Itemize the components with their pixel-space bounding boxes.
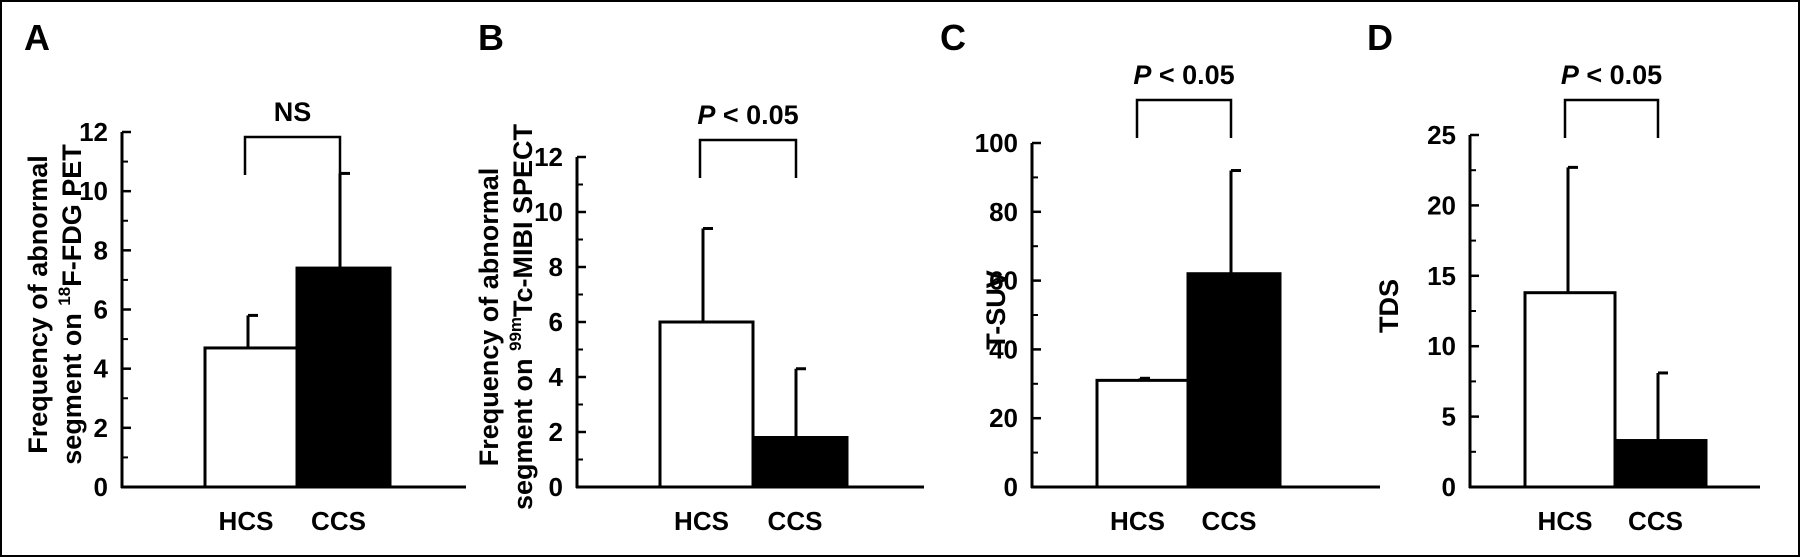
- y-tick-label: 6: [549, 307, 563, 337]
- y-tick-label: 25: [1427, 120, 1456, 150]
- y-tick-label: 10: [79, 176, 108, 206]
- bar-hcs: [1095, 378, 1190, 489]
- y-tick-label: 60: [989, 266, 1018, 296]
- bar-ccs: [295, 266, 392, 489]
- panel-letter: D: [1367, 17, 1393, 58]
- y-tick-label: 100: [975, 128, 1018, 158]
- significance-label: P < 0.05: [1561, 60, 1662, 90]
- bar-hcs: [658, 320, 755, 489]
- category-label-ccs: CCS: [311, 506, 366, 536]
- y-tick-label: 80: [989, 197, 1018, 227]
- category-label-ccs: CCS: [1628, 506, 1683, 536]
- significance-bracket: [1563, 98, 1660, 138]
- y-axis-label: TDS: [1374, 279, 1404, 333]
- y-axis-label-line2: segment on 18F-FDG PET: [55, 144, 87, 465]
- y-tick-label: 0: [1442, 472, 1456, 502]
- bar-ccs: [1186, 272, 1282, 489]
- y-tick-label: 20: [1427, 190, 1456, 220]
- y-tick-label: 6: [94, 295, 108, 325]
- panel-b: B 0 2 4 6 8 10 12 HCS CCS P < 0.05 Frequency of abn…: [474, 17, 924, 536]
- y-tick-label: 15: [1427, 261, 1456, 291]
- bar-hcs: [203, 346, 299, 489]
- significance-text: NS: [274, 97, 312, 127]
- significance-bracket: [698, 138, 798, 178]
- y-tick-label: 10: [534, 197, 563, 227]
- y-tick-label: 0: [549, 472, 563, 502]
- y-tick-label: 40: [989, 334, 1018, 364]
- panel-d: D 0 5 10 15 20 25 HCS CCS P < 0.05 TDS: [1367, 17, 1760, 536]
- category-label-ccs: CCS: [768, 506, 823, 536]
- y-tick-label: 20: [989, 403, 1018, 433]
- y-axis-label-text: F-FDG PET: [57, 144, 87, 287]
- y-tick-label: 8: [94, 235, 108, 265]
- y-axis-label-line1: Frequency of abnormal: [23, 155, 53, 454]
- panel-letter: A: [24, 17, 50, 58]
- bar-ccs: [1613, 439, 1708, 489]
- y-tick-label: 12: [534, 142, 563, 172]
- significance-bracket: [243, 135, 342, 175]
- y-axis-label-text: segment on: [57, 306, 87, 465]
- category-label-hcs: HCS: [1110, 506, 1165, 536]
- bar-ccs: [751, 436, 849, 489]
- significance-p-symbol: P: [1561, 60, 1580, 90]
- y-axis-label-superscript: 18: [55, 287, 74, 306]
- y-axis-label: T-SUV: [981, 270, 1011, 350]
- y-axis-label-text: Tc-MIBI SPECT: [508, 123, 538, 317]
- panel-c: C 0 20 40 60 80 100 HCS CCS P < 0.05 T-SUV: [940, 17, 1380, 536]
- panel-a: A 0 2 4 6 8 10 12 HCS CCS NS Frequency of abnormal s…: [23, 17, 466, 536]
- y-tick-label: 10: [1427, 331, 1456, 361]
- y-tick-label: 4: [549, 362, 564, 392]
- panel-letter: C: [940, 17, 966, 58]
- significance-text: < 0.05: [1579, 60, 1662, 90]
- significance-text: < 0.05: [1151, 60, 1234, 90]
- significance-p-symbol: P: [697, 100, 716, 130]
- y-tick-label: 8: [549, 252, 563, 282]
- significance-label: P < 0.05: [697, 100, 798, 130]
- y-tick-label: 12: [79, 117, 108, 147]
- y-axis-label-line2: segment on 99mTc-MIBI SPECT: [506, 123, 538, 510]
- y-tick-label: 5: [1442, 402, 1456, 432]
- y-tick-label: 2: [549, 417, 563, 447]
- y-tick-label: 0: [1004, 472, 1018, 502]
- y-tick-label: 4: [94, 354, 109, 384]
- y-axis-label-superscript: 99m: [506, 317, 525, 351]
- category-label-hcs: HCS: [219, 506, 274, 536]
- significance-bracket: [1135, 98, 1233, 138]
- bar-hcs: [1523, 291, 1617, 489]
- significance-label: P < 0.05: [1133, 60, 1234, 90]
- significance-text: < 0.05: [715, 100, 798, 130]
- panel-letter: B: [478, 17, 504, 58]
- y-tick-label: 2: [94, 413, 108, 443]
- category-label-hcs: HCS: [1538, 506, 1593, 536]
- category-label-ccs: CCS: [1202, 506, 1257, 536]
- y-tick-label: 0: [94, 472, 108, 502]
- y-axis-label-line1: Frequency of abnormal: [474, 168, 504, 467]
- y-axis-label-text: segment on: [508, 351, 538, 510]
- category-label-hcs: HCS: [674, 506, 729, 536]
- significance-label: NS: [274, 97, 312, 127]
- significance-p-symbol: P: [1133, 60, 1152, 90]
